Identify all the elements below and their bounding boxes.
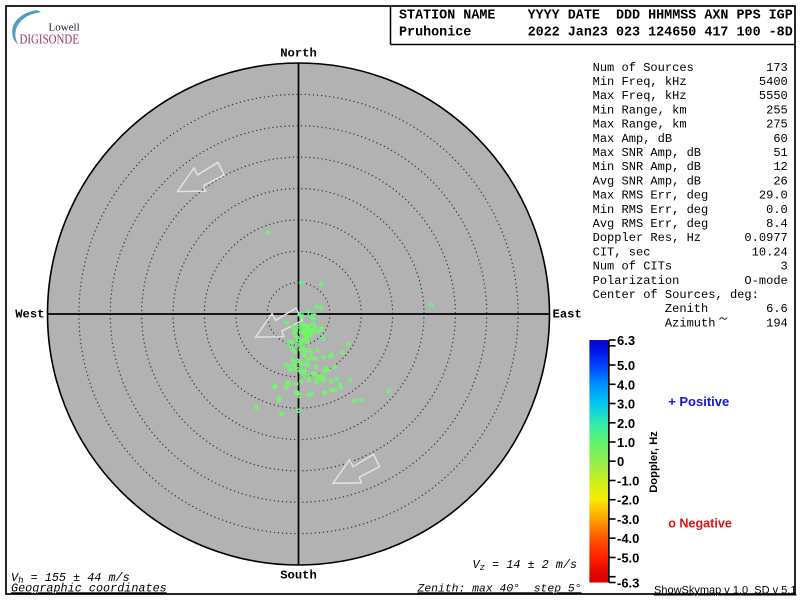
svg-text:Num of CITs 3: Num of CITs 3 xyxy=(593,260,788,274)
svg-text:Max SNR Amp, dB 51: Max SNR Amp, dB 51 xyxy=(593,146,788,160)
svg-text:Max Amp, dB 60: Max Amp, dB 60 xyxy=(593,132,788,146)
svg-text:Center of Sources, deg:: Center of Sources, deg: xyxy=(593,288,759,302)
svg-text:Min RMS Err, deg 0.0: Min RMS Err, deg 0.0 xyxy=(593,203,788,217)
svg-text:Zenith 6.6: Zenith 6.6 xyxy=(593,302,788,316)
svg-text:ShowSkymap v 1.0 SD v 5.1: ShowSkymap v 1.0 SD v 5.1 xyxy=(654,584,796,596)
svg-text:1.0: 1.0 xyxy=(617,435,635,450)
svg-text:DIGISONDE: DIGISONDE xyxy=(20,32,80,47)
svg-text:West: West xyxy=(15,308,44,322)
svg-text:3.0: 3.0 xyxy=(617,397,635,412)
svg-text:Avg SNR Amp, dB 26: Avg SNR Amp, dB 26 xyxy=(593,174,788,188)
svg-text:o Negative: o Negative xyxy=(668,517,732,531)
svg-text:Avg RMS Err, deg 8.4: Avg RMS Err, deg 8.4 xyxy=(593,217,788,231)
svg-text:6.3: 6.3 xyxy=(617,333,635,348)
svg-text:Doppler, Hz: Doppler, Hz xyxy=(648,431,660,493)
svg-text:CIT, sec 10.24: CIT, sec 10.24 xyxy=(593,245,788,259)
svg-text:Polarization O-mode: Polarization O-mode xyxy=(593,274,788,288)
svg-text:-2.0: -2.0 xyxy=(617,493,639,508)
svg-text:-5.0: -5.0 xyxy=(617,551,639,566)
svg-text:Num of Sources 173: Num of Sources 173 xyxy=(593,61,788,75)
svg-text:Azimuth 194: Azimuth 194 xyxy=(593,316,788,330)
svg-text:Max Freq, kHz 5550: Max Freq, kHz 5550 xyxy=(593,89,788,103)
svg-text:Min Freq, kHz 5400: Min Freq, kHz 5400 xyxy=(593,75,788,89)
svg-text:-3.0: -3.0 xyxy=(617,512,639,527)
svg-text:-4.0: -4.0 xyxy=(617,531,639,546)
svg-text:Lowell: Lowell xyxy=(49,22,80,34)
svg-text:5.0: 5.0 xyxy=(617,358,635,373)
svg-text:Geographic coordinates: Geographic coordinates xyxy=(11,581,167,595)
svg-text:+ Positive: + Positive xyxy=(668,394,729,409)
svg-text:Max RMS Err, deg 29.0: Max RMS Err, deg 29.0 xyxy=(593,189,788,203)
svg-text:North: North xyxy=(280,46,317,60)
svg-text:Pruhonice 2022 Jan23 023: Pruhonice 2022 Jan23 023 124650 417 100 … xyxy=(399,25,793,40)
svg-text:East: East xyxy=(553,308,582,322)
svg-text:Vh = 155 ± 44 m/s: Vh = 155 ± 44 m/s xyxy=(11,571,130,586)
svg-text:-1.0: -1.0 xyxy=(617,474,639,489)
svg-text:0: 0 xyxy=(617,454,624,469)
svg-text:STATION NAME YYYY DATE DDD: STATION NAME YYYY DATE DDD HHMMSS AXN PP… xyxy=(399,8,793,23)
svg-text:2.0: 2.0 xyxy=(617,416,635,431)
svg-text:Vz = 14 ± 2 m/s: Vz = 14 ± 2 m/s xyxy=(473,558,578,573)
svg-text:Min Range, km 255: Min Range, km 255 xyxy=(593,103,788,117)
svg-text:South: South xyxy=(280,569,317,583)
svg-text:Max Range, km 275: Max Range, km 275 xyxy=(593,118,788,132)
svg-text:-6.3: -6.3 xyxy=(617,576,639,591)
svg-text:Zenith: max 40° step 5°: Zenith: max 40° step 5° xyxy=(417,583,582,595)
svg-text:4.0: 4.0 xyxy=(617,377,635,392)
svg-text:Min SNR Amp, dB 12: Min SNR Amp, dB 12 xyxy=(593,160,788,174)
svg-text:Doppler Res, Hz 0.0977: Doppler Res, Hz 0.0977 xyxy=(593,231,788,245)
